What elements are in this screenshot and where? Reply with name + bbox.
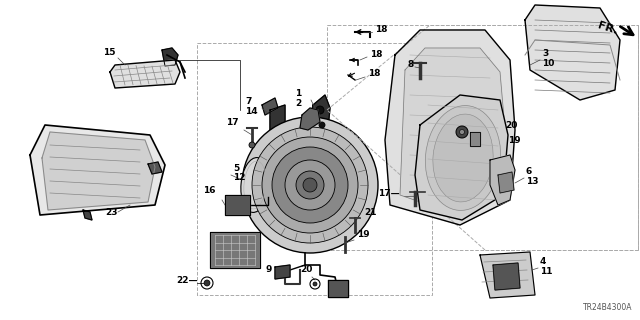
Text: 13: 13	[526, 177, 538, 186]
Polygon shape	[493, 263, 520, 290]
Polygon shape	[270, 105, 285, 135]
Text: 23: 23	[105, 208, 118, 217]
Polygon shape	[148, 162, 162, 174]
Text: 20: 20	[505, 121, 517, 130]
Text: 8: 8	[407, 60, 413, 69]
Polygon shape	[415, 95, 508, 220]
Text: 21: 21	[364, 208, 376, 217]
Text: 11: 11	[540, 267, 552, 276]
Circle shape	[316, 106, 324, 114]
Circle shape	[252, 127, 368, 243]
Text: 18: 18	[370, 50, 383, 59]
Text: 7: 7	[245, 97, 252, 106]
Text: 5: 5	[233, 164, 239, 173]
Text: 20: 20	[300, 265, 312, 274]
Polygon shape	[385, 30, 515, 225]
Polygon shape	[400, 48, 505, 215]
Circle shape	[272, 147, 348, 223]
Polygon shape	[525, 5, 620, 100]
Polygon shape	[490, 155, 515, 205]
Bar	[327, 25, 638, 250]
Text: 16: 16	[203, 186, 216, 195]
Polygon shape	[162, 48, 178, 66]
Text: 2: 2	[295, 99, 301, 108]
Bar	[197, 43, 432, 295]
Circle shape	[319, 122, 325, 128]
Polygon shape	[110, 60, 180, 88]
Circle shape	[242, 117, 378, 253]
Text: TR24B4300A: TR24B4300A	[582, 303, 632, 312]
Polygon shape	[275, 265, 290, 279]
Text: 12: 12	[233, 173, 246, 182]
Polygon shape	[210, 232, 260, 268]
Polygon shape	[310, 95, 330, 135]
Polygon shape	[225, 195, 250, 215]
Text: 1: 1	[295, 89, 301, 98]
Circle shape	[296, 171, 324, 199]
Ellipse shape	[433, 114, 493, 202]
Polygon shape	[300, 108, 320, 130]
Text: 6: 6	[526, 167, 532, 176]
Text: 4: 4	[540, 257, 547, 266]
Text: 22—: 22—	[176, 276, 198, 285]
Circle shape	[262, 137, 358, 233]
Circle shape	[460, 130, 465, 134]
Polygon shape	[480, 252, 535, 298]
Text: 18: 18	[368, 69, 381, 78]
Text: 14: 14	[245, 107, 258, 116]
Text: 15: 15	[103, 48, 115, 57]
Text: 17: 17	[226, 118, 239, 127]
Polygon shape	[498, 172, 514, 193]
Circle shape	[249, 142, 255, 148]
Circle shape	[456, 126, 468, 138]
Text: 9: 9	[265, 265, 271, 274]
Ellipse shape	[426, 106, 500, 211]
Text: 10: 10	[542, 59, 554, 68]
Text: 19: 19	[508, 136, 520, 145]
Polygon shape	[470, 132, 480, 146]
Text: FR.: FR.	[596, 20, 619, 36]
Circle shape	[313, 282, 317, 286]
Polygon shape	[30, 125, 165, 215]
Text: 19: 19	[357, 230, 370, 239]
Polygon shape	[328, 280, 348, 297]
Text: 18: 18	[375, 25, 387, 34]
Ellipse shape	[241, 157, 269, 212]
Circle shape	[204, 280, 210, 286]
Text: 3: 3	[542, 49, 548, 58]
Circle shape	[285, 160, 335, 210]
Polygon shape	[262, 98, 278, 115]
Polygon shape	[83, 210, 92, 220]
Text: 17—: 17—	[378, 189, 399, 198]
Circle shape	[303, 178, 317, 192]
Polygon shape	[42, 132, 155, 210]
